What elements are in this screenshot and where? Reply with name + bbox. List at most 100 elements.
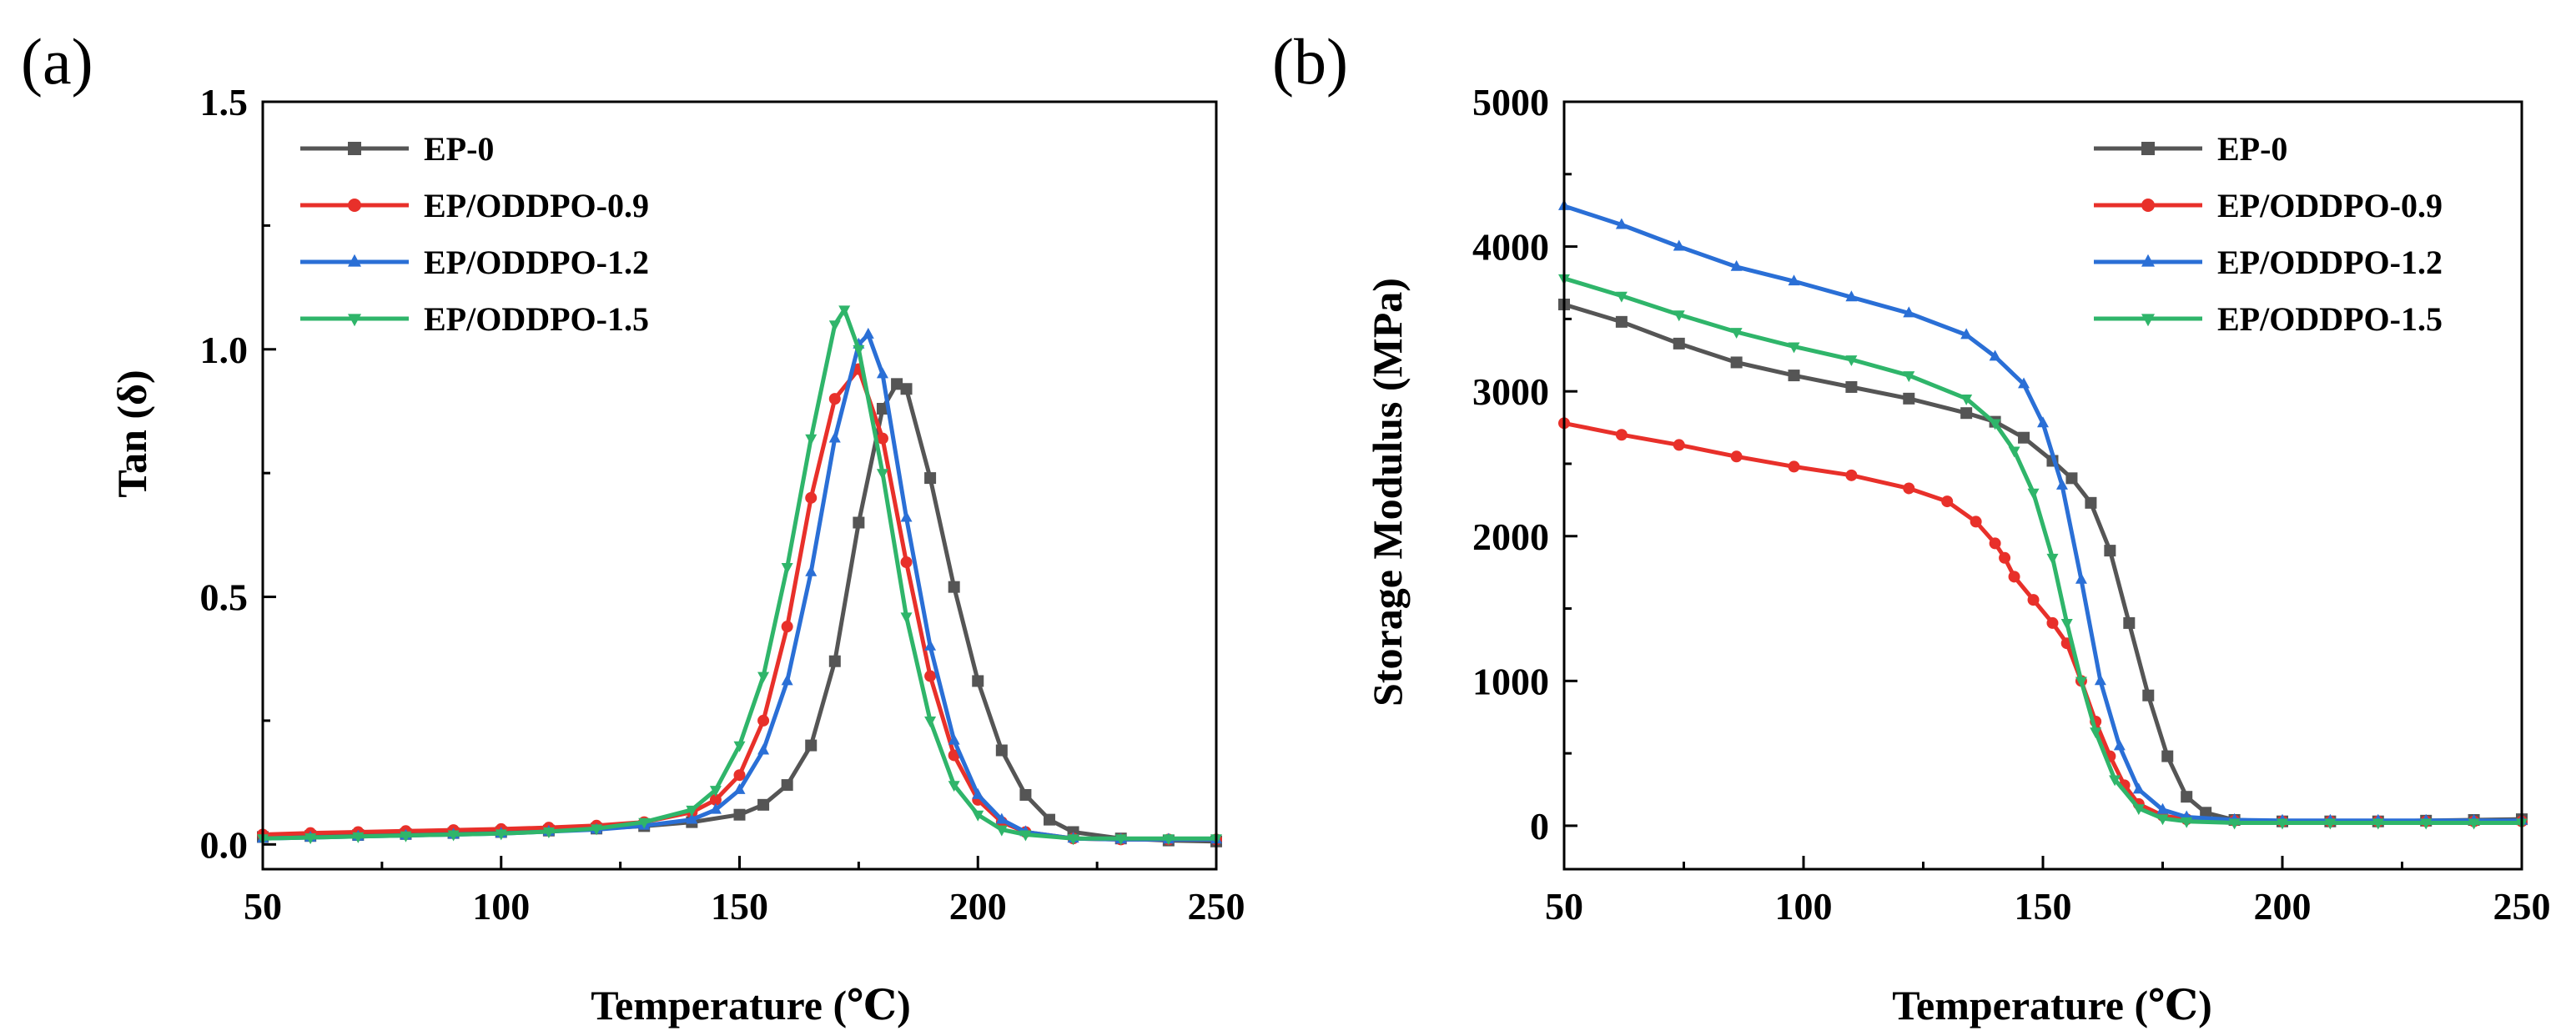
panel-b-data-point-ep-0 xyxy=(2200,807,2212,819)
panel-a-data-point-ep-oddpo-1-2 xyxy=(709,802,722,814)
panel-b-data-point-ep-0 xyxy=(2018,431,2030,444)
panel-a-data-point-ep-0 xyxy=(805,739,818,752)
panel-b-data-point-ep-0 xyxy=(1845,380,1858,393)
panel-b-y-axis-title: Storage Modulus (MPa) xyxy=(1364,278,1411,707)
panel-a-y-tick-label: 0.5 xyxy=(200,576,249,619)
panel-b-data-point-ep-oddpo-1-2 xyxy=(1615,218,1628,229)
panel-b-data-point-ep-oddpo-1-5 xyxy=(2372,818,2384,830)
panel-a-data-point-ep-0 xyxy=(972,675,984,687)
panel-b-series-line-ep-oddpo-1-2 xyxy=(1563,204,2522,823)
panel-a-data-point-ep-oddpo-1-5 xyxy=(757,671,770,683)
panel-a-x-tick-label: 50 xyxy=(244,885,282,928)
panel-a-data-point-ep-oddpo-0-9 xyxy=(876,432,888,445)
panel-b-data-point-ep-oddpo-1-5 xyxy=(2420,818,2433,830)
panel-a-legend-marker-ep-0 xyxy=(348,142,361,155)
panel-a-data-point-ep-oddpo-0-9 xyxy=(828,393,841,405)
panel-b-legend-marker-ep-0 xyxy=(2141,142,2155,155)
panel-b-plot-frame xyxy=(1562,100,2523,871)
panel-b-data-point-ep-oddpo-1-5 xyxy=(2228,818,2241,830)
panel-b-legend-label-ep-0: EP-0 xyxy=(2217,130,2287,168)
panel-b-data-point-ep-oddpo-1-2 xyxy=(2055,478,2068,490)
panel-b-data-point-ep-oddpo-0-9 xyxy=(1615,429,1628,441)
panel-a-data-point-ep-oddpo-1-5 xyxy=(352,832,365,843)
panel-a-data-point-ep-0 xyxy=(891,378,903,390)
panel-b-data-point-ep-0 xyxy=(1615,315,1628,328)
panel-a-legend-marker-ep-oddpo-1-2 xyxy=(348,254,361,267)
panel-a-label: (a) xyxy=(21,25,93,98)
panel-b-data-point-ep-oddpo-1-2 xyxy=(2018,377,2030,389)
panel-a-data-point-ep-0 xyxy=(995,744,1008,757)
panel-b-data-point-ep-0 xyxy=(2142,689,2155,702)
panel-a-data-point-ep-oddpo-0-9 xyxy=(805,491,818,504)
panel-b-data-point-ep-0 xyxy=(1960,407,1973,420)
panel-a-data-point-ep-oddpo-1-5 xyxy=(995,825,1008,837)
panel-b-data-point-ep-oddpo-0-9 xyxy=(2046,616,2059,629)
panel-a-data-point-ep-oddpo-1-5 xyxy=(709,786,722,797)
panel-a-data-point-ep-oddpo-0-9 xyxy=(948,749,960,762)
panel-a-data-point-ep-oddpo-1-5 xyxy=(1114,834,1127,846)
panel-a-legend-label-ep-oddpo-0-9: EP/ODDPO-0.9 xyxy=(424,187,649,224)
panel-b-data-point-ep-oddpo-1-5 xyxy=(2090,727,2102,739)
panel-a-data-point-ep-oddpo-1-2 xyxy=(876,367,888,379)
panel-a-data-point-ep-oddpo-0-9 xyxy=(924,670,937,682)
panel-a-data-point-ep-oddpo-0-9 xyxy=(781,621,793,633)
panel-a-legend: EP-0 EP/ODDPO-0.9 EP/ODDPO-1.2 EP/ODDPO-1.5 xyxy=(300,130,649,338)
panel-a-data-point-ep-oddpo-1-5 xyxy=(805,434,818,445)
panel-a-data-point-ep-0 xyxy=(900,383,913,395)
panel-b-label: (b) xyxy=(1272,25,1348,98)
panel-a-y-tick-label: 1.0 xyxy=(200,329,249,371)
panel-a-data-point-ep-oddpo-1-2 xyxy=(924,639,937,651)
panel-b-y-tick-label: 0 xyxy=(1530,805,1549,847)
panel-a-data-point-ep-0 xyxy=(853,516,865,529)
panel-b-data-point-ep-oddpo-1-5 xyxy=(2468,818,2480,830)
panel-a-data-point-ep-oddpo-1-2 xyxy=(948,733,960,745)
panel-b-data-point-ep-oddpo-0-9 xyxy=(1989,537,2001,550)
panel-a-data-point-ep-oddpo-0-9 xyxy=(733,769,746,782)
panel-b-data-point-ep-oddpo-1-2 xyxy=(1788,274,1800,286)
panel-a-legend-marker-ep-oddpo-0-9 xyxy=(348,199,361,212)
panel-a-data-point-ep-0 xyxy=(781,779,793,792)
panel-b-data-point-ep-oddpo-0-9 xyxy=(2027,594,2040,606)
panel-b-y-tick-label: 2000 xyxy=(1472,515,1549,558)
panel-b-x-tick-label: 100 xyxy=(1775,885,1833,928)
panel-b-data-point-ep-oddpo-1-2 xyxy=(1845,290,1858,302)
panel-a-data-point-ep-0 xyxy=(1043,813,1055,826)
panel-b-data-point-ep-oddpo-1-5 xyxy=(1788,342,1800,354)
panel-b-data-point-ep-0 xyxy=(2104,545,2116,557)
panel-b-data-point-ep-oddpo-0-9 xyxy=(1845,469,1858,481)
panel-b-data-point-ep-oddpo-1-2 xyxy=(2113,739,2126,751)
panel-b-legend: EP-0 EP/ODDPO-0.9 EP/ODDPO-1.2 EP/ODDPO-1.5 xyxy=(2094,130,2443,338)
panel-a-data-point-ep-0 xyxy=(876,403,888,415)
panel-a-data-point-ep-oddpo-1-5 xyxy=(948,781,960,792)
panel-a-data-point-ep-oddpo-1-5 xyxy=(686,805,698,817)
panel-a-plot-frame xyxy=(261,100,1218,871)
panel-b-data-point-ep-oddpo-1-5 xyxy=(1960,394,1973,405)
panel-a-y-tick-label: 1.5 xyxy=(200,81,249,123)
panel-a-data-point-ep-oddpo-1-5 xyxy=(542,827,555,838)
panel-b-data-point-ep-0 xyxy=(1730,356,1743,369)
panel-b-data-point-ep-oddpo-0-9 xyxy=(1941,495,1954,508)
panel-b-data-point-ep-0 xyxy=(1788,370,1800,382)
panel-a-data-point-ep-oddpo-1-5 xyxy=(838,305,851,317)
panel-b-data-point-ep-oddpo-1-2 xyxy=(2037,416,2049,428)
panel-b-x-tick-label: 150 xyxy=(2015,885,2072,928)
panel-b-ticks: 50 100 150 200 250 0 1000 2000 3000 4000 5000 xyxy=(1472,81,2551,928)
panel-a-data-point-ep-oddpo-0-9 xyxy=(757,714,770,727)
panel-b-x-tick-label: 200 xyxy=(2254,885,2312,928)
panel-a-data-point-ep-oddpo-0-9 xyxy=(709,793,722,806)
panel-b-legend-label-ep-oddpo-1-2: EP/ODDPO-1.2 xyxy=(2217,244,2443,281)
panel-a-data-point-ep-0 xyxy=(757,798,770,811)
panel-b-legend-label-ep-oddpo-1-5: EP/ODDPO-1.5 xyxy=(2217,300,2443,338)
panel-a-data-point-ep-oddpo-1-5 xyxy=(447,830,460,842)
panel-b-legend-marker-ep-oddpo-1-5 xyxy=(2141,314,2155,327)
panel-b-data-point-ep-oddpo-0-9 xyxy=(1999,551,2011,564)
panel-a-y-axis-title: Tan (δ) xyxy=(108,370,155,497)
panel-a-data-point-ep-oddpo-1-5 xyxy=(1067,834,1079,846)
panel-b-legend-marker-ep-oddpo-0-9 xyxy=(2141,199,2155,212)
panel-b-x-tick-label: 250 xyxy=(2493,885,2551,928)
panel-b: (b) Storage Modulus (MPa) Temperature (℃… xyxy=(1272,25,2551,1028)
panel-b-x-axis-title: Temperature (℃) xyxy=(1892,982,2211,1028)
panel-a-data-point-ep-oddpo-1-5 xyxy=(304,833,317,845)
panel-a-x-tick-label: 250 xyxy=(1188,885,1245,928)
